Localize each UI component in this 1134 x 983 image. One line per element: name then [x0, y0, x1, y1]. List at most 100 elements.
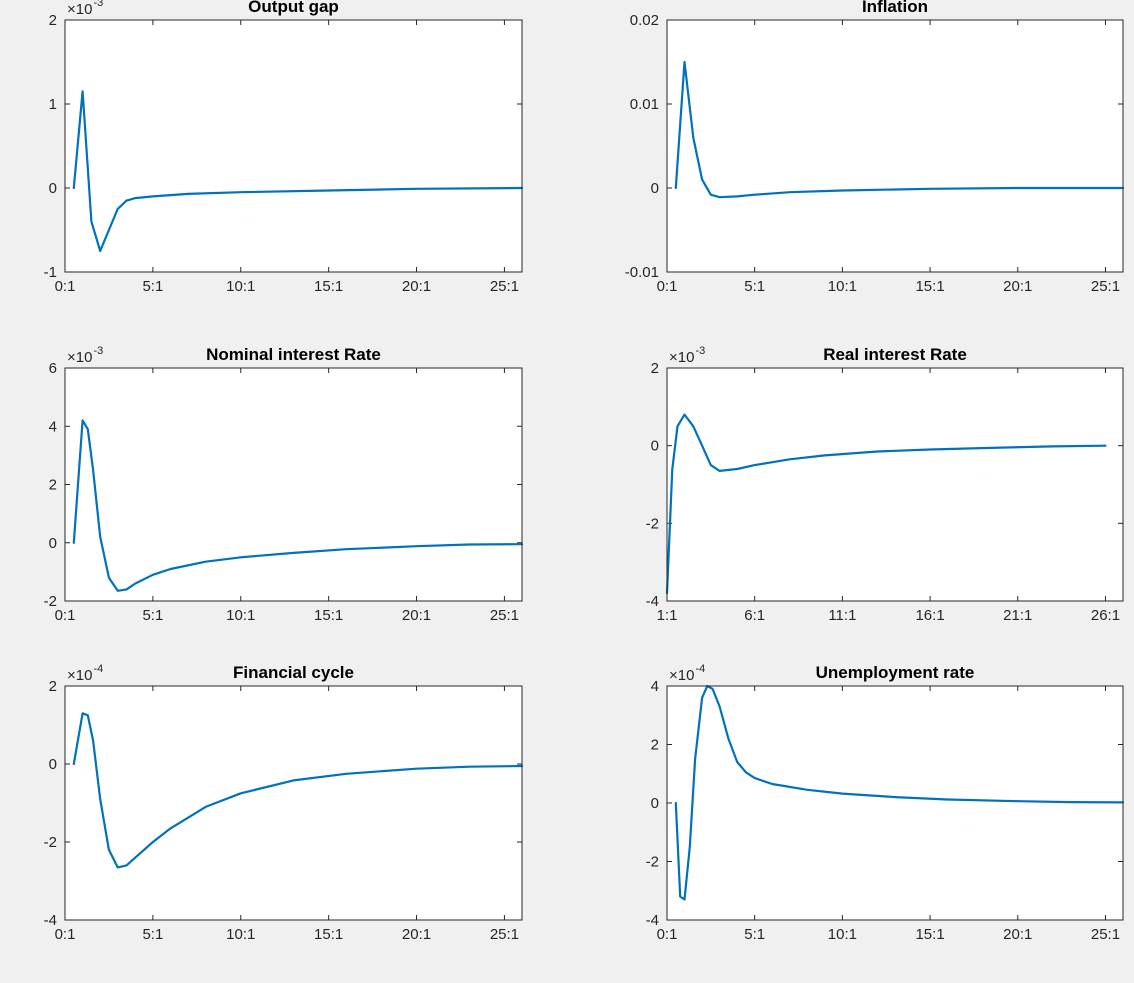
- axes-frame: [666, 685, 1124, 921]
- x-tick-label: 25:1: [1091, 278, 1120, 295]
- y-tick-label: 0: [651, 180, 659, 197]
- y-tick-label: 2: [49, 477, 57, 494]
- x-tick-label: 10:1: [828, 926, 857, 943]
- x-tick-label: 20:1: [402, 607, 431, 624]
- subplot-title: Real interest Rate: [823, 345, 967, 364]
- x-tick-label: 15:1: [314, 278, 343, 295]
- y-tick-label: 6: [49, 360, 57, 377]
- series-line: [665, 413, 1107, 595]
- x-tick-label: 15:1: [915, 926, 944, 943]
- series-line: [72, 419, 524, 592]
- y-tick-label: 0: [651, 438, 659, 455]
- axes-frame: [666, 367, 1124, 602]
- x-tick-label: 0:1: [55, 926, 76, 943]
- y-tick-label: 0: [651, 795, 659, 812]
- y-tick-label: 4: [49, 418, 57, 435]
- subplot-6: -4 -2 0 2 4 0:1 5:1 10:1 15:1 20:1 25:1 Unemploymen…: [646, 663, 1125, 943]
- y-tick-label: -1: [44, 264, 57, 281]
- axes-background: [65, 368, 522, 601]
- exponent-power: -4: [93, 663, 103, 675]
- x-tick-label: 5:1: [142, 926, 163, 943]
- series-line: [72, 712, 524, 869]
- x-tick-label: 21:1: [1003, 607, 1032, 624]
- x-tick-label: 0:1: [657, 278, 678, 295]
- exponent-base: ×10: [669, 667, 694, 684]
- exponent-base: ×10: [669, 349, 694, 366]
- subplot-title: Inflation: [862, 0, 928, 16]
- y-tick-label: 0: [49, 756, 57, 773]
- exponent-base: ×10: [67, 667, 92, 684]
- subplot-2: -0.01 0 0.01 0.02 0:1 5:1 10:1 15:1 20:1 25:1 Infl…: [625, 0, 1125, 295]
- x-tick-label: 25:1: [490, 278, 519, 295]
- y-tick-label: 2: [651, 360, 659, 377]
- x-tick-label: 6:1: [744, 607, 765, 624]
- y-tick-label: 2: [49, 12, 57, 29]
- axes-background: [667, 686, 1123, 920]
- y-tick-label: -2: [646, 854, 659, 871]
- series-line: [674, 60, 1125, 199]
- exponent-power: -3: [93, 345, 103, 357]
- axes-frame: [64, 685, 523, 921]
- x-tick-label: 10:1: [226, 926, 255, 943]
- x-tick-label: 25:1: [490, 607, 519, 624]
- exponent-power: -4: [695, 663, 705, 675]
- x-tick-label: 15:1: [314, 607, 343, 624]
- axes-frame: [64, 19, 523, 273]
- y-tick-label: 0: [49, 180, 57, 197]
- x-tick-label: 25:1: [490, 926, 519, 943]
- y-tick-label: 0: [49, 535, 57, 552]
- y-tick-label: 2: [49, 678, 57, 695]
- axes-frame: [64, 367, 523, 602]
- x-tick-label: 0:1: [657, 926, 678, 943]
- x-tick-label: 5:1: [744, 278, 765, 295]
- y-tick-label: -4: [646, 912, 659, 929]
- y-tick-label: -2: [646, 515, 659, 532]
- x-tick-label: 26:1: [1091, 607, 1120, 624]
- x-tick-label: 5:1: [744, 926, 765, 943]
- x-tick-label: 20:1: [1003, 926, 1032, 943]
- axes-background: [667, 20, 1123, 272]
- subplot-title: Financial cycle: [233, 663, 354, 682]
- exponent-base: ×10: [67, 349, 92, 366]
- x-tick-label: 10:1: [226, 278, 255, 295]
- axes-background: [667, 368, 1123, 601]
- x-tick-label: 15:1: [915, 278, 944, 295]
- y-tick-label: -4: [44, 912, 57, 929]
- x-tick-label: 10:1: [828, 278, 857, 295]
- axes-background: [65, 20, 522, 272]
- y-tick-label: -2: [44, 593, 57, 610]
- y-tick-label: 0.02: [630, 12, 659, 29]
- x-tick-label: 5:1: [142, 607, 163, 624]
- x-tick-label: 15:1: [314, 926, 343, 943]
- x-tick-label: 11:1: [828, 607, 856, 624]
- x-tick-label: 16:1: [915, 607, 944, 624]
- y-tick-label: -4: [646, 593, 659, 610]
- exponent-base: ×10: [67, 1, 92, 18]
- x-tick-label: 25:1: [1091, 926, 1120, 943]
- y-tick-label: -2: [44, 834, 57, 851]
- x-tick-label: 1:1: [657, 607, 678, 624]
- exponent-power: -3: [695, 345, 705, 357]
- x-tick-label: 20:1: [402, 926, 431, 943]
- y-tick-label: 0.01: [630, 96, 659, 113]
- y-tick-label: 1: [49, 96, 57, 113]
- subplot-title: Output gap: [248, 0, 339, 16]
- subplot-title: Unemployment rate: [816, 663, 975, 682]
- y-tick-label: 4: [651, 678, 659, 695]
- y-tick-label: 2: [651, 737, 659, 754]
- series-line: [72, 90, 524, 253]
- series-line: [674, 684, 1125, 901]
- x-tick-label: 20:1: [1003, 278, 1032, 295]
- y-tick-label: -0.01: [625, 264, 659, 281]
- subplot-title: Nominal interest Rate: [206, 345, 381, 364]
- axes-frame: [666, 19, 1124, 273]
- x-tick-label: 10:1: [226, 607, 255, 624]
- x-tick-label: 5:1: [142, 278, 163, 295]
- x-tick-label: 0:1: [55, 278, 76, 295]
- exponent-power: -3: [93, 0, 103, 9]
- subplot-3: -2 0 2 4 6 0:1 5:1 10:1 15:1 20:1 25:1 Nominal inte…: [44, 345, 524, 624]
